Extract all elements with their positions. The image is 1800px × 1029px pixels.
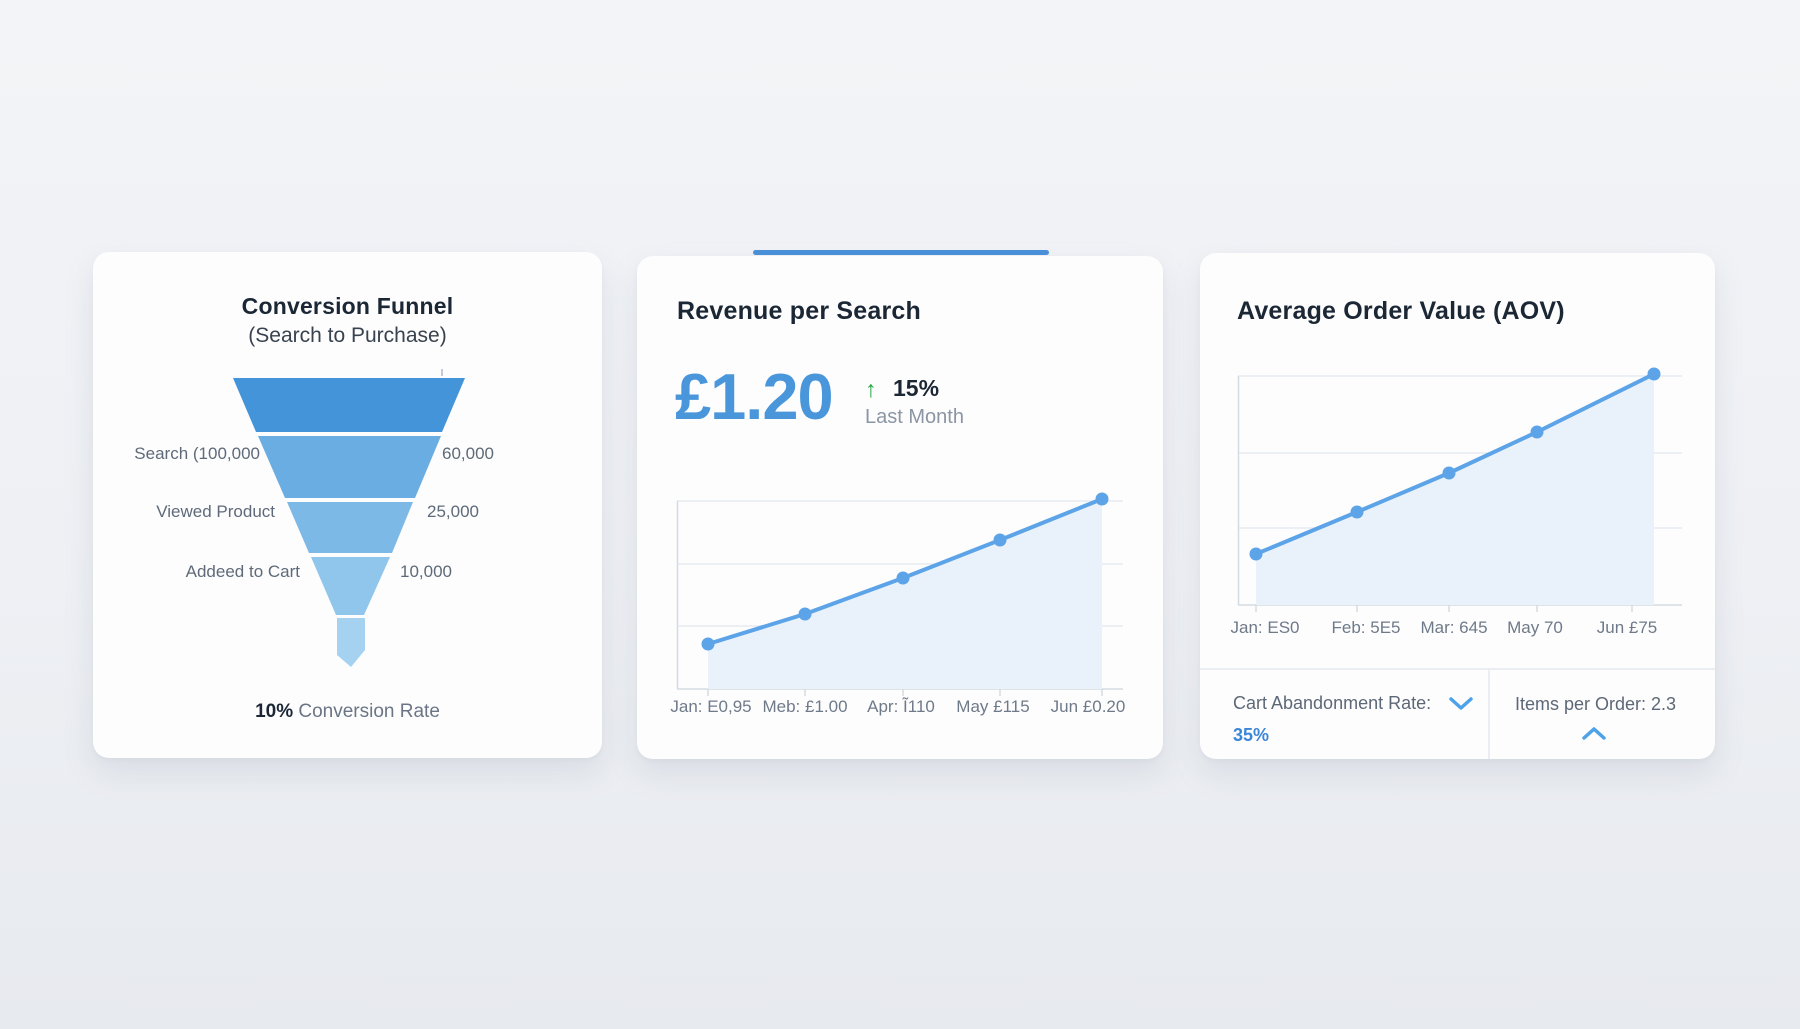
card-title: Revenue per Search	[677, 297, 921, 325]
delta-period-label: Last Month	[865, 406, 964, 428]
card-subtitle: (Search to Purchase)	[248, 324, 447, 347]
revenue-line-chart	[676, 492, 1123, 696]
card-title: Average Order Value (AOV)	[1237, 297, 1565, 325]
conversion-rate-value: 10%	[255, 701, 294, 722]
x-axis-label: Jan: ES0	[1230, 618, 1300, 637]
funnel-stage-label: Addeed to Cart	[185, 562, 300, 581]
stats-vertical-divider	[1488, 668, 1490, 759]
metric-value: £1.20	[675, 360, 834, 433]
stat-label: Cart Abandonment Rate:	[1233, 693, 1432, 713]
x-axis-label: Feb: 5E5	[1331, 618, 1401, 637]
revenue-per-search-card: Revenue per Search £1.20 ↑ 15% Last Mont…	[637, 256, 1163, 759]
average-order-value-card: Average Order Value (AOV) Jan: ES0 Feb: …	[1200, 253, 1715, 759]
stats-divider	[1200, 668, 1715, 670]
x-axis-label: Meb: £1.00	[762, 697, 848, 716]
chevron-down-icon[interactable]	[1449, 696, 1473, 711]
funnel-stage-value: 25,000	[427, 502, 479, 521]
x-axis-label: May 70	[1507, 618, 1563, 637]
funnel-stage-label: Search (100,000	[134, 444, 260, 463]
funnel-stage-label: Viewed Product	[156, 502, 275, 521]
cart-abandonment-stat: Cart Abandonment Rate:	[1233, 693, 1473, 714]
active-tab-indicator	[753, 250, 1049, 255]
aov-line-chart	[1237, 367, 1682, 612]
delta-value: 15%	[893, 375, 940, 401]
conversion-funnel-card: Conversion Funnel (Search to Purchase) S…	[93, 252, 602, 758]
x-axis-label: Mar: 645	[1420, 618, 1488, 637]
conversion-rate-summary: 10% Conversion Rate	[93, 701, 602, 723]
chevron-up-icon[interactable]	[1582, 726, 1606, 741]
funnel-stage-value: 60,000	[442, 444, 494, 463]
x-axis-label: Jun £0.20	[1050, 697, 1126, 716]
x-axis-label: Jan: E0,95	[670, 697, 752, 716]
funnel-stage-value: 10,000	[400, 562, 452, 581]
cart-abandonment-value: 35%	[1233, 725, 1270, 745]
up-arrow-icon: ↑	[865, 376, 877, 402]
x-axis-label: Apr: Ĩ110	[867, 697, 935, 716]
conversion-rate-label: Conversion Rate	[293, 701, 440, 722]
card-title: Conversion Funnel	[241, 293, 454, 319]
x-axis-label: Jun £75	[1596, 618, 1658, 637]
x-axis-label: May £115	[956, 697, 1030, 716]
items-per-order-stat: Items per Order: 2.3	[1514, 694, 1677, 714]
